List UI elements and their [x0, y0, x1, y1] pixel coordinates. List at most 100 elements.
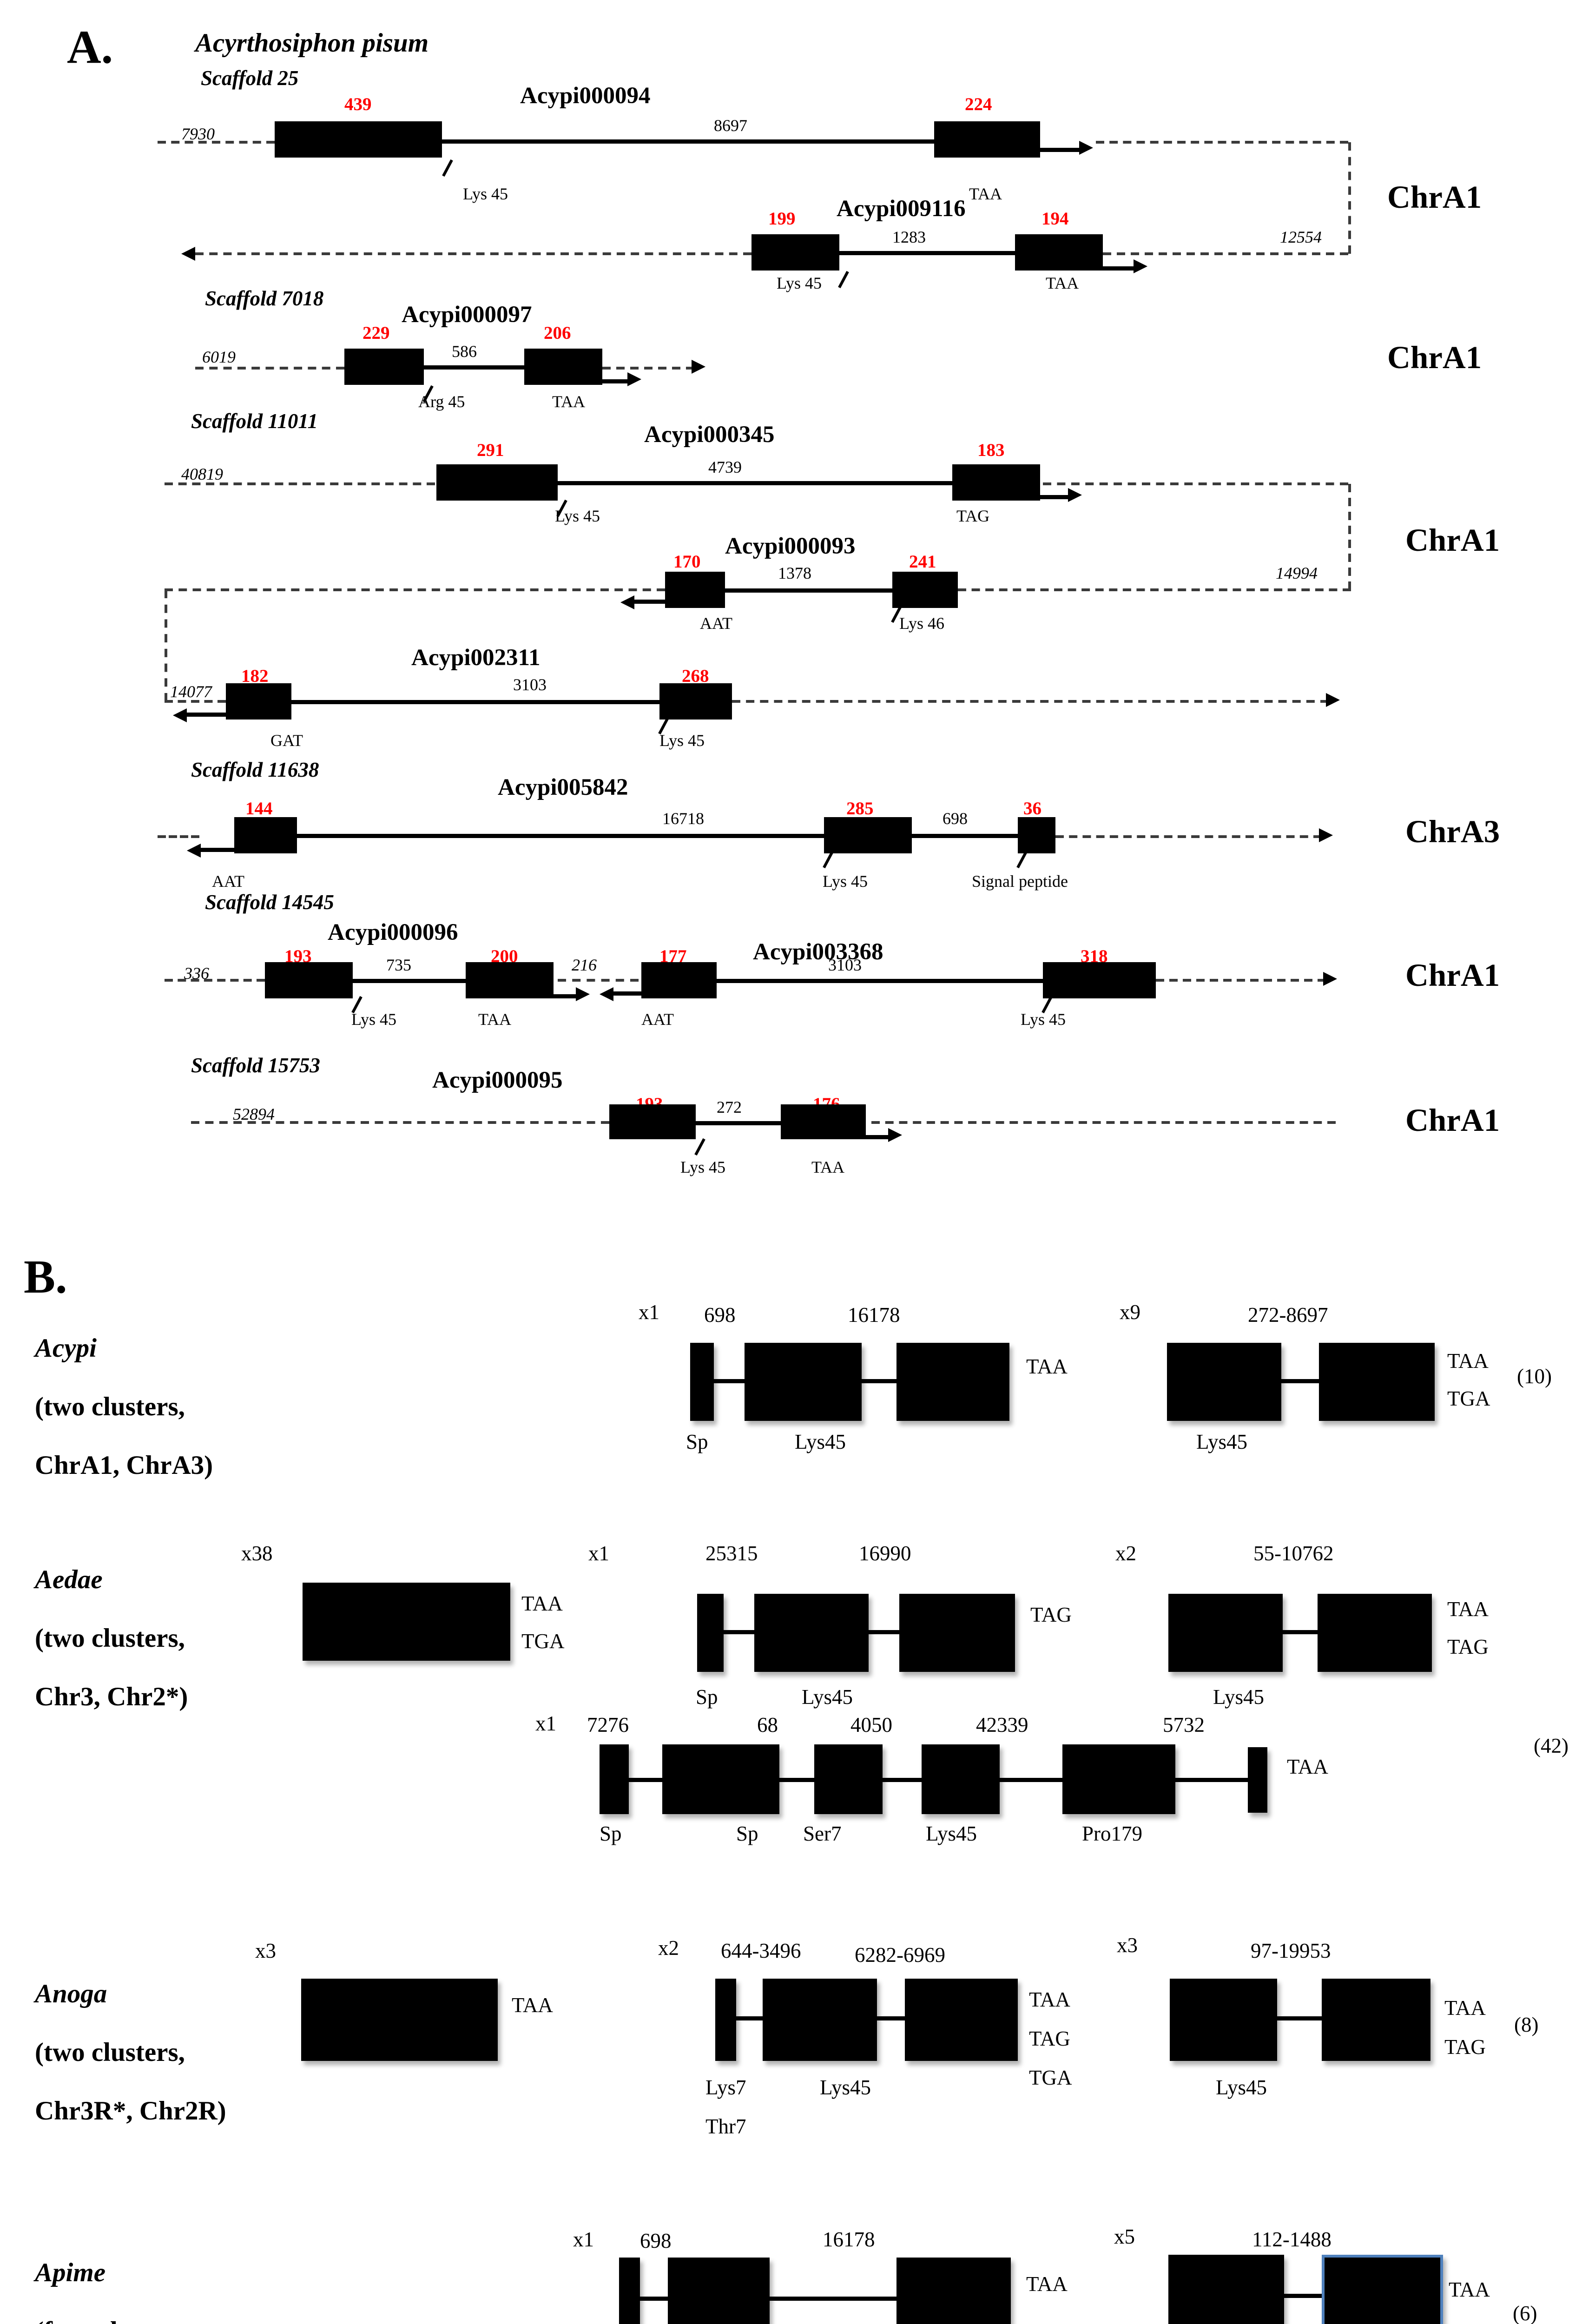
a-rows-2-genes-0-labels-0: Arg 45 [418, 392, 465, 411]
b-species-0-clusters-0-introns-0: 698 [704, 1305, 736, 1327]
b-species-1-name: Aedae [35, 1566, 103, 1595]
intron-line [714, 1379, 745, 1383]
a-rows-6-genes-0-exons-0: 144 [245, 798, 273, 819]
annotation-tick [694, 1138, 705, 1156]
a-panel_label: A. [67, 22, 113, 74]
a-rows-8-genes-0-name: Acypi000095 [432, 1067, 563, 1093]
b-species-3-clusters-0-introns-0: 698 [640, 2231, 672, 2253]
b-species-2-total: (8) [1514, 2015, 1539, 2037]
b-species-1-clusters-3-residues-4: Pro179 [1082, 1824, 1143, 1846]
b-species-1-total: (42) [1534, 1736, 1569, 1758]
a-rows-5-flank_left: 14077 [170, 682, 212, 701]
arrow-right-icon [1068, 488, 1082, 502]
genome-dashed-line [165, 482, 435, 485]
genome-dashed-line [158, 835, 199, 838]
intron-line [1103, 266, 1136, 271]
exon-box [226, 683, 291, 720]
b-species-2-clusters-0-count: x3 [255, 1941, 276, 1963]
b-species-1-clusters-2-stops-0: TAA [1447, 1599, 1489, 1622]
b-species-2-clusters-2-count: x3 [1117, 1935, 1138, 1958]
genome-dashed-line [1043, 482, 1348, 485]
exon-box [824, 817, 912, 853]
a-rows-0-genes-0-labels-1: TAA [969, 184, 1002, 204]
b-species-2-clusters-1-residues-1: Thr7 [705, 2117, 746, 2139]
intron-line [877, 2016, 905, 2020]
exon-box [301, 1979, 498, 2061]
a-rows-2-genes-0-exons-0: 229 [363, 322, 390, 343]
genome-dashed-line [871, 1121, 1336, 1124]
a-rows-7-genes-1-labels-0: AAT [641, 1010, 674, 1029]
a-rows-1-flank_right: 12554 [1280, 227, 1322, 247]
a-species: Acyrthosiphon pisum [195, 29, 429, 59]
exon-box [665, 572, 725, 608]
intron-line [725, 588, 892, 593]
genome-dashed-line [191, 1121, 609, 1124]
a-rows-0-genes-0-introns-0: 8697 [714, 116, 747, 135]
b-species-1-clusters-1-stops-0: TAG [1030, 1605, 1072, 1627]
a-rows-7-genes-1-introns-0: 3103 [828, 955, 862, 975]
intron-line [912, 834, 1018, 838]
intron-line [558, 481, 952, 485]
b-species-1-clusters-3-residues-2: Ser7 [803, 1824, 842, 1846]
a-rows-5-genes-0-introns-0: 3103 [513, 675, 547, 694]
b-species-0-desc1: (two clusters, [35, 1393, 185, 1422]
a-rows-6-genes-0-labels-0: AAT [212, 872, 245, 891]
a-rows-8-flank_left: 52894 [233, 1104, 275, 1124]
b-species-0-clusters-0-residues-0: Sp [686, 1432, 708, 1454]
exon-box [896, 2258, 1011, 2324]
a-rows-7-genes-0-introns-0: 735 [386, 955, 411, 975]
a-rows-2-genes-0-labels-1: TAA [552, 392, 586, 411]
a-rows-7-genes-1-name: Acypi003368 [753, 938, 883, 965]
intron-line [442, 139, 934, 144]
b-species-1-clusters-1-count: x1 [588, 1544, 609, 1566]
b-species-1-desc1: (two clusters, [35, 1624, 185, 1654]
exon-box [905, 1979, 1018, 2061]
arrow-left-icon [187, 844, 201, 858]
b-species-1-clusters-2-introns-0: 55-10762 [1253, 1544, 1334, 1566]
b-species-0-clusters-1-stops-0: TAA [1447, 1351, 1489, 1373]
genome-dashed-line [958, 588, 1351, 591]
a-rows-3-chr: ChrA1 [1405, 523, 1500, 558]
b-species-1-clusters-2-count: x2 [1115, 1544, 1136, 1566]
b-species-1-clusters-1-introns-1: 16990 [859, 1544, 911, 1566]
genome-dashed-line [1156, 979, 1326, 982]
arrow-left-icon [620, 595, 634, 609]
exon-box [234, 817, 297, 853]
b-species-1-clusters-3-residues-3: Lys45 [926, 1824, 977, 1846]
b-species-0-clusters-1-stops-1: TGA [1447, 1389, 1490, 1411]
annotation-tick [442, 159, 453, 177]
a-rows-0-genes-0-name: Acypi000094 [520, 82, 651, 109]
b-species-3-clusters-0-introns-1: 16178 [823, 2230, 875, 2252]
region-connector-dashed-line [165, 590, 167, 701]
a-rows-2-chr: ChrA1 [1387, 340, 1482, 375]
exon-box [896, 1343, 1009, 1421]
b-species-0-desc2: ChrA1, ChrA3) [35, 1452, 213, 1481]
exon-box [745, 1343, 862, 1421]
a-rows-6-genes-0-introns-1: 698 [943, 809, 968, 828]
exon-box [1248, 1747, 1267, 1813]
exon-box [1018, 817, 1055, 853]
exon-box [524, 349, 602, 385]
exon-box [1168, 1594, 1283, 1672]
b-species-1-clusters-3-stops-0: TAA [1287, 1757, 1328, 1779]
genome-dashed-line [1103, 252, 1348, 255]
genome-dashed-line [732, 700, 1329, 703]
intron-line [869, 1630, 899, 1634]
intron-line [201, 848, 234, 852]
b-species-2-name: Anoga [35, 1980, 107, 2009]
intron-line [779, 1778, 814, 1782]
intron-line [1277, 2016, 1322, 2020]
genome-dashed-line [1096, 141, 1348, 144]
b-species-1-clusters-3-introns-3: 42339 [976, 1715, 1028, 1737]
b-species-3-clusters-0-count: x1 [573, 2230, 594, 2252]
a-rows-2-genes-0-name: Acypi000097 [402, 301, 532, 328]
a-rows-2-flank_left: 6019 [202, 347, 236, 367]
arrow-right-icon [692, 360, 705, 374]
a-rows-6-genes-0-labels-1: Lys 45 [823, 872, 868, 891]
intron-line [770, 2297, 896, 2301]
b-species-3-clusters-1-count: x5 [1114, 2227, 1135, 2249]
intron-line [629, 1778, 662, 1782]
exon-box [436, 464, 558, 501]
genome-dashed-line [1055, 835, 1322, 838]
